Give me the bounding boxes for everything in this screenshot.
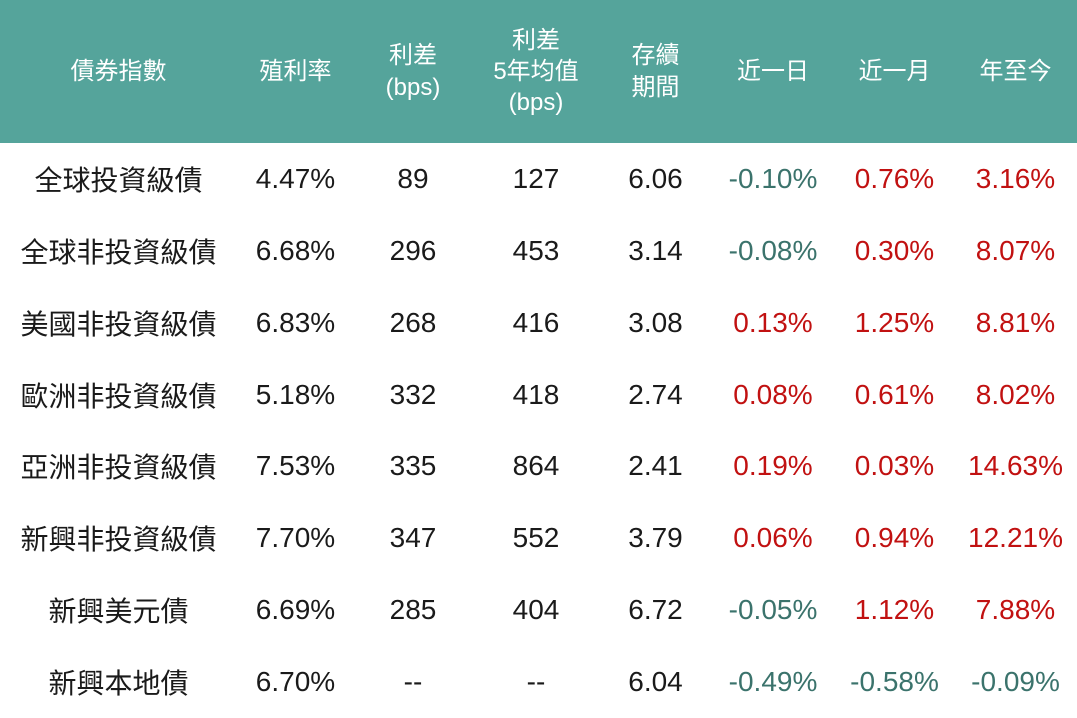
cell-ytd: 12.21% (968, 522, 1063, 554)
cell-spread-5y-avg: 552 (512, 522, 560, 554)
cell-ytd: 7.88% (975, 594, 1056, 626)
cell-duration: 3.14 (628, 234, 683, 266)
table-row: 新興美元債 6.69% 285 404 6.72 -0.05% 1.12% 7.88% (0, 574, 1077, 646)
cell-spread-5y-avg: 864 (512, 450, 560, 482)
cell-month: 0.61% (854, 378, 935, 410)
cell-duration: 6.72 (628, 594, 683, 626)
cell-day: 0.08% (733, 378, 813, 410)
cell-yield: 5.18% (255, 378, 336, 410)
cell-month: 1.12% (854, 594, 935, 626)
cell-name: 新興非投資級債 (20, 524, 217, 556)
col-header-past-day: 近一日 (737, 57, 809, 85)
col-header-bond-index: 債券指數 (70, 57, 167, 85)
cell-duration: 2.41 (628, 450, 683, 482)
cell-day: -0.10% (728, 162, 818, 194)
cell-name: 歐洲非投資級債 (20, 380, 217, 412)
table-row: 歐洲非投資級債 5.18% 332 418 2.74 0.08% 0.61% 8.02% (0, 359, 1077, 431)
cell-yield: 7.70% (255, 522, 336, 554)
cell-day: -0.49% (728, 666, 818, 698)
cell-ytd: -0.09% (971, 666, 1060, 698)
table-row: 亞洲非投資級債 7.53% 335 864 2.41 0.19% 0.03% 14.63% (0, 431, 1077, 503)
cell-ytd: 14.63% (968, 450, 1063, 482)
cell-name: 美國非投資級債 (20, 308, 217, 340)
cell-month: 0.76% (854, 162, 935, 194)
cell-spread: 347 (389, 522, 437, 554)
cell-month: 1.25% (854, 306, 935, 338)
table-row: 全球投資級債 4.47% 89 127 6.06 -0.10% 0.76% 3.16% (0, 143, 1077, 215)
cell-ytd: 8.02% (975, 378, 1056, 410)
cell-duration: 6.04 (628, 666, 683, 698)
cell-month: -0.58% (850, 666, 939, 698)
col-header-duration: 存續 期間 (631, 42, 680, 101)
cell-yield: 6.69% (255, 594, 336, 626)
cell-spread: 268 (389, 306, 437, 338)
cell-ytd: 3.16% (975, 162, 1056, 194)
cell-spread: 332 (389, 378, 437, 410)
cell-spread-5y-avg: 453 (512, 234, 560, 266)
cell-name: 全球非投資級債 (20, 236, 217, 268)
cell-name: 亞洲非投資級債 (20, 452, 217, 484)
cell-spread: 296 (389, 234, 437, 266)
cell-yield: 7.53% (255, 450, 336, 482)
cell-spread-5y-avg: 404 (512, 594, 560, 626)
cell-spread: 89 (397, 162, 429, 194)
col-header-spread-5y-avg: 利差 5年均值 (bps) (493, 26, 579, 117)
cell-spread: 285 (389, 594, 437, 626)
table-row: 美國非投資級債 6.83% 268 416 3.08 0.13% 1.25% 8.81% (0, 287, 1077, 359)
cell-day: 0.06% (733, 522, 813, 554)
col-header-past-month: 近一月 (858, 57, 931, 85)
cell-day: 0.19% (733, 450, 813, 482)
col-header-year-to-date: 年至今 (979, 57, 1052, 85)
cell-month: 0.94% (854, 522, 935, 554)
cell-yield: 6.70% (255, 666, 336, 698)
cell-ytd: 8.81% (975, 306, 1056, 338)
cell-day: -0.08% (728, 234, 818, 266)
cell-duration: 2.74 (628, 378, 683, 410)
cell-spread: 335 (389, 450, 437, 482)
cell-name: 新興本地債 (48, 668, 189, 700)
table-body: 全球投資級債 4.47% 89 127 6.06 -0.10% 0.76% 3.16% 全球非投… (0, 143, 1077, 718)
cell-day: 0.13% (733, 306, 813, 338)
cell-name: 全球投資級債 (34, 164, 203, 196)
cell-day: -0.05% (728, 594, 818, 626)
cell-yield: 4.47% (255, 162, 336, 194)
cell-spread: -- (403, 666, 423, 698)
cell-duration: 6.06 (628, 162, 683, 194)
table-header-row: 債券指數 殖利率 利差 (bps) 利差 5年均值 (bps) 存續 期間 近一… (0, 0, 1077, 143)
cell-ytd: 8.07% (975, 234, 1056, 266)
cell-spread-5y-avg: 416 (512, 306, 560, 338)
table-row: 新興本地債 6.70% -- -- 6.04 -0.49% -0.58% -0.09% (0, 646, 1077, 718)
cell-spread-5y-avg: 127 (512, 162, 560, 194)
cell-month: 0.03% (854, 450, 935, 482)
cell-yield: 6.68% (255, 234, 336, 266)
col-header-yield: 殖利率 (259, 57, 332, 85)
cell-yield: 6.83% (255, 306, 336, 338)
cell-name: 新興美元債 (48, 596, 189, 628)
cell-duration: 3.08 (628, 306, 683, 338)
cell-duration: 3.79 (628, 522, 683, 554)
col-header-spread-bps: 利差 (bps) (385, 42, 441, 101)
cell-spread-5y-avg: 418 (512, 378, 560, 410)
table-row: 新興非投資級債 7.70% 347 552 3.79 0.06% 0.94% 12.21% (0, 502, 1077, 574)
table-row: 全球非投資級債 6.68% 296 453 3.14 -0.08% 0.30% 8.07% (0, 215, 1077, 287)
cell-spread-5y-avg: -- (526, 666, 546, 698)
cell-month: 0.30% (854, 234, 935, 266)
